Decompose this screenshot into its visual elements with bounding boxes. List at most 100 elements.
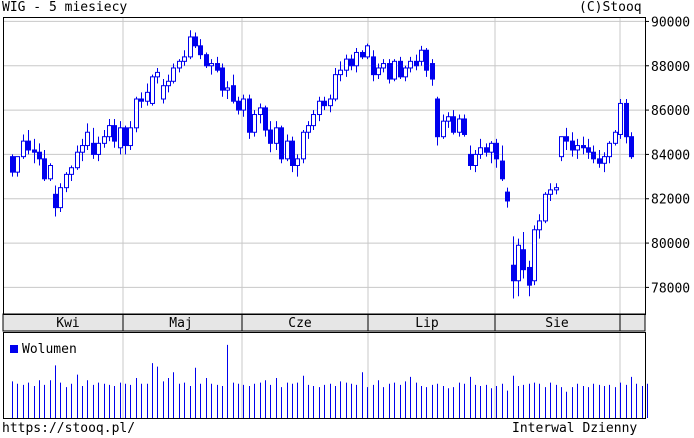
candle-body	[591, 151, 596, 160]
candle-body	[161, 85, 166, 100]
candle-body	[441, 120, 446, 138]
candle-body	[607, 142, 612, 158]
candle-body	[134, 98, 139, 129]
candle-body	[500, 160, 505, 180]
candle-body	[478, 147, 483, 155]
candle-body	[48, 165, 53, 180]
candle-body	[220, 67, 225, 91]
candle-body	[188, 36, 193, 58]
candle-body	[344, 58, 349, 71]
candle-body	[381, 63, 386, 69]
candle-body	[532, 229, 537, 282]
candle-body	[145, 91, 150, 102]
candle-body	[80, 145, 85, 153]
candle-body	[511, 264, 516, 282]
candle-body	[349, 58, 354, 67]
candle-body	[209, 63, 214, 67]
candle-body	[123, 127, 128, 147]
candle-body	[285, 140, 290, 160]
candle-body	[484, 147, 489, 153]
candle-body	[274, 127, 279, 144]
chart-grid	[3, 17, 649, 418]
candle-body	[75, 151, 80, 169]
candle-body	[139, 98, 144, 102]
candle-body	[322, 100, 327, 107]
candle-body	[451, 116, 456, 133]
volume-legend-swatch	[10, 345, 18, 353]
candle-body	[171, 67, 176, 82]
y-tick-label: 80000	[651, 237, 690, 252]
candle-body	[457, 118, 462, 133]
x-tick-label: Kwi	[56, 316, 79, 331]
candle-body	[241, 98, 246, 111]
candle-body	[37, 151, 42, 160]
footer-url-link[interactable]: https://stooq.pl/	[2, 421, 136, 436]
y-tick-label: 84000	[651, 148, 690, 163]
candle-body	[548, 189, 553, 195]
candle-body	[64, 173, 69, 189]
candle-body	[629, 136, 634, 158]
y-tick-label: 90000	[651, 15, 690, 30]
candle-body	[468, 153, 473, 166]
candle-body	[155, 71, 160, 78]
candle-body	[559, 136, 564, 158]
x-axis-band: Kwi Maj Cze Lip Sie	[2, 313, 646, 332]
candle-body	[317, 100, 322, 116]
candle-body	[225, 87, 230, 91]
candle-body	[494, 142, 499, 160]
price-panel-frame	[3, 17, 646, 315]
x-tick-label: Cze	[288, 316, 312, 331]
y-tick-label: 88000	[651, 60, 690, 75]
candle-body	[150, 76, 155, 104]
candle-body	[516, 244, 521, 282]
candle-body	[521, 249, 526, 271]
y-tick-label: 78000	[651, 281, 690, 296]
candle-body	[279, 127, 284, 160]
chart-frames	[3, 17, 646, 419]
candle-body	[392, 60, 397, 80]
candle-body	[42, 158, 47, 180]
candle-body	[489, 142, 494, 153]
candle-body	[618, 102, 623, 135]
candle-body	[424, 49, 429, 71]
candle-body	[26, 140, 31, 151]
volume-legend-label: Wolumen	[22, 342, 77, 357]
candle-body	[91, 142, 96, 155]
candle-body	[435, 98, 440, 138]
candle-body	[236, 100, 241, 111]
candle-body	[107, 125, 112, 138]
candle-body	[414, 60, 419, 67]
candle-body	[252, 114, 257, 133]
candle-body	[204, 54, 209, 67]
candles-layer	[10, 30, 634, 299]
candle-body	[69, 167, 74, 175]
candle-body	[247, 98, 252, 133]
y-tick-label: 86000	[651, 104, 690, 119]
x-tick-label: Sie	[545, 316, 569, 331]
chart-title: WIG - 5 miesiecy	[2, 0, 128, 15]
candle-body	[15, 156, 20, 173]
volume-panel-frame	[3, 332, 646, 419]
volume-legend: Wolumen	[10, 338, 77, 357]
candle-body	[430, 63, 435, 80]
x-tick-label: Lip	[415, 316, 439, 331]
candle-body	[301, 131, 306, 160]
candle-body	[32, 149, 37, 153]
candle-body	[215, 63, 220, 71]
candle-body	[85, 131, 90, 147]
candle-body	[554, 187, 559, 191]
copyright-label: (C)Stooq	[579, 0, 642, 15]
candle-body	[21, 140, 26, 158]
candle-body	[613, 131, 618, 144]
candle-body	[575, 145, 580, 151]
candle-body	[376, 67, 381, 76]
candle-body	[306, 125, 311, 133]
candle-body	[338, 69, 343, 76]
candle-body	[446, 116, 451, 122]
candle-body	[58, 187, 63, 209]
candle-body	[295, 158, 300, 167]
candle-body	[564, 136, 569, 142]
candle-body	[597, 158, 602, 164]
candle-body	[53, 193, 58, 209]
